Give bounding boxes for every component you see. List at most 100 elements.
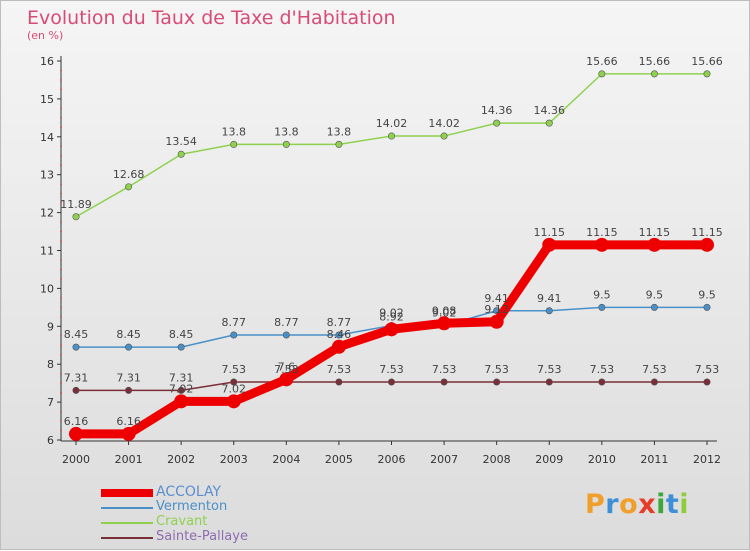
legend-label: Sainte-Pallaye — [156, 529, 248, 544]
data-label: 7.31 — [64, 371, 89, 384]
data-point — [545, 378, 553, 386]
data-point — [598, 378, 606, 386]
data-label: 6.16 — [64, 415, 89, 428]
data-point — [545, 119, 553, 127]
data-point — [230, 331, 238, 339]
x-tick-label: 2003 — [220, 453, 248, 466]
data-label: 11.89 — [60, 198, 92, 211]
data-label: 7.53 — [484, 363, 509, 376]
data-point — [384, 322, 399, 337]
data-point — [69, 426, 83, 441]
data-point — [230, 378, 238, 386]
logo-letter: x — [638, 489, 657, 520]
data-label: 13.8 — [274, 125, 299, 138]
x-tick-label: 2010 — [588, 453, 616, 466]
data-label: 9.12 — [484, 303, 509, 316]
proxiti-logo: Proxiti — [585, 489, 689, 520]
y-tick-label: 14 — [40, 131, 54, 144]
data-point — [387, 378, 395, 386]
data-label: 7.02 — [169, 382, 194, 395]
chart-subtitle: (en %) — [27, 29, 64, 42]
data-label: 8.45 — [169, 328, 194, 341]
legend-swatch — [101, 522, 153, 524]
data-label: 7.53 — [537, 363, 562, 376]
data-label: 7.02 — [222, 382, 247, 395]
data-point — [226, 394, 241, 409]
legend-swatch — [101, 507, 153, 509]
y-tick-label: 11 — [40, 245, 54, 258]
data-label: 7.31 — [169, 371, 194, 384]
data-label: 7.53 — [590, 363, 615, 376]
data-point — [125, 343, 133, 351]
x-tick-label: 2008 — [483, 453, 511, 466]
data-label: 8.45 — [116, 328, 141, 341]
legend-label: Vermenton — [156, 499, 228, 514]
data-point — [650, 378, 658, 386]
data-point — [72, 386, 80, 394]
data-point — [493, 378, 501, 386]
data-label: 9.41 — [484, 292, 509, 305]
data-label: 7.31 — [116, 371, 141, 384]
data-point — [493, 119, 501, 127]
data-label: 15.66 — [639, 55, 671, 68]
data-point — [335, 140, 343, 148]
logo-letter: i — [656, 489, 666, 520]
data-point — [177, 150, 185, 158]
data-label: 9.5 — [698, 288, 716, 301]
legend-label: ACCOLAY — [156, 484, 222, 500]
x-tick-label: 2001 — [115, 453, 143, 466]
data-label: 11.15 — [586, 226, 618, 239]
x-tick-label: 2006 — [378, 453, 406, 466]
data-label: 14.36 — [481, 104, 513, 117]
x-tick-label: 2004 — [272, 453, 300, 466]
x-tick-label: 2002 — [167, 453, 195, 466]
data-label: 7.53 — [274, 363, 299, 376]
y-tick-label: 9 — [47, 320, 54, 333]
logo-letter: o — [619, 489, 639, 520]
data-label: 6.16 — [116, 415, 141, 428]
data-label: 9.02 — [379, 307, 404, 320]
data-label: 8.92 — [379, 310, 404, 323]
data-point — [545, 307, 553, 315]
data-point — [489, 314, 504, 329]
data-point — [387, 132, 395, 140]
data-point — [331, 339, 346, 354]
data-point — [177, 386, 185, 394]
data-point — [647, 237, 662, 252]
data-point — [125, 386, 133, 394]
data-label: 7.53 — [222, 363, 247, 376]
data-point — [282, 140, 290, 148]
y-tick-label: 7 — [47, 396, 54, 409]
data-label: 7.53 — [695, 363, 720, 376]
data-point — [703, 70, 711, 78]
data-label: 11.15 — [639, 226, 671, 239]
data-label: 9.08 — [432, 304, 457, 317]
y-tick-label: 6 — [47, 434, 54, 447]
data-point — [279, 372, 294, 387]
logo-letter: r — [605, 489, 620, 520]
data-point — [700, 237, 714, 252]
data-label: 14.36 — [534, 104, 566, 117]
legend-swatch — [101, 537, 153, 539]
data-label: 8.45 — [64, 328, 89, 341]
data-label: 13.8 — [222, 125, 247, 138]
y-tick-label: 16 — [40, 55, 54, 68]
data-label: 14.02 — [428, 117, 460, 130]
data-label: 9.5 — [593, 288, 611, 301]
data-point — [598, 70, 606, 78]
data-point — [703, 378, 711, 386]
x-tick-label: 2012 — [693, 453, 721, 466]
data-label: 8.77 — [274, 316, 299, 329]
data-point — [230, 140, 238, 148]
data-point — [703, 303, 711, 311]
data-point — [650, 70, 658, 78]
logo-letter: P — [585, 489, 606, 520]
data-label: 9.41 — [537, 292, 562, 305]
data-label: 9.5 — [646, 288, 664, 301]
data-label: 15.66 — [691, 55, 723, 68]
x-tick-label: 2007 — [430, 453, 458, 466]
y-tick-label: 8 — [47, 358, 54, 371]
data-point — [440, 378, 448, 386]
